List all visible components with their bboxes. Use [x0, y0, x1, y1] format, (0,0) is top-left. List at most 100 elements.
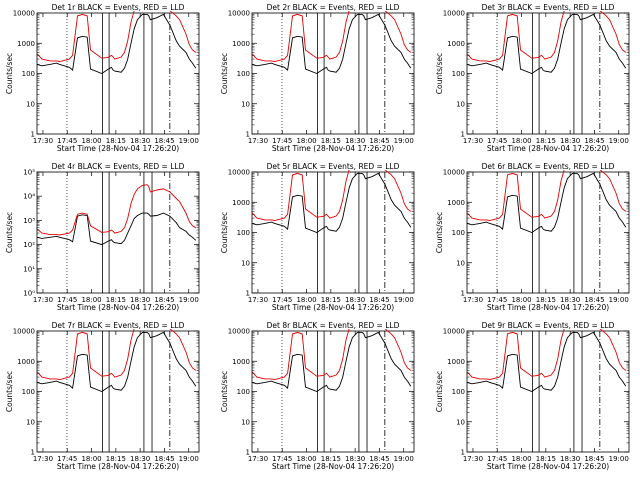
panel-det-9: 17:30 17:45 18:00 18:15 18:30 18:45 19:00 1 10 10…: [435, 321, 630, 471]
series-lld: [467, 11, 627, 62]
plot-frame: [466, 12, 630, 135]
x-tick-label: 17:45: [487, 296, 507, 304]
y-tick-label: 100: [452, 70, 465, 78]
x-tick-label: 19:00: [609, 296, 629, 304]
x-tick-label: 19:00: [394, 455, 414, 463]
x-tick-label: 18:45: [369, 296, 389, 304]
y-tick-label: 10000: [13, 328, 35, 336]
y-tick-label: 1: [31, 131, 35, 139]
series-lld: [467, 329, 627, 380]
series-lld: [252, 11, 412, 62]
x-tick-label: 18:15: [106, 137, 126, 145]
y-tick-label: 1000: [17, 358, 35, 366]
panel-title: Det 5r BLACK = Events, RED = LLD: [267, 162, 400, 171]
x-tick-label: 19:00: [179, 455, 199, 463]
x-tick-label: 18:30: [345, 296, 365, 304]
y-tick-label: 100: [237, 229, 250, 237]
x-tick-label: 18:30: [560, 137, 580, 145]
y-axis-label: Counts/sec: [5, 371, 14, 412]
x-tick-label: 18:15: [536, 455, 556, 463]
panel-det-3: 17:30 17:45 18:00 18:15 18:30 18:45 19:00 1 10 10…: [435, 3, 630, 153]
x-tick-label: 18:15: [321, 296, 341, 304]
x-tick-label: 18:15: [321, 137, 341, 145]
x-axis-label: Start Time (28-Nov-04 17:26:20): [487, 462, 609, 471]
y-tick-label: 100: [237, 70, 250, 78]
series-events: [252, 172, 412, 234]
y-tick-label: 1: [461, 290, 465, 298]
x-tick-label: 18:00: [511, 455, 531, 463]
series-events: [467, 13, 627, 75]
y-tick-label: 10²: [23, 241, 35, 249]
x-tick-label: 18:45: [369, 455, 389, 463]
y-tick-label: 100: [22, 70, 35, 78]
x-tick-label: 18:30: [345, 137, 365, 145]
x-axis-label: Start Time (28-Nov-04 17:26:20): [57, 303, 179, 312]
y-tick-label: 10³: [23, 217, 35, 225]
panel-det-1: 17:30 17:45 18:00 18:15 18:30 18:45 19:00 1 10 10…: [5, 3, 200, 153]
x-tick-label: 17:30: [463, 455, 483, 463]
plot-frame: [466, 171, 630, 294]
x-tick-label: 19:00: [609, 137, 629, 145]
series-events: [467, 172, 627, 234]
y-tick-label: 10: [456, 100, 465, 108]
plot-frame: [36, 12, 200, 135]
y-tick-label: 100: [452, 388, 465, 396]
y-tick-label: 10: [241, 100, 250, 108]
x-tick-label: 18:45: [584, 296, 604, 304]
series-lld: [37, 184, 197, 236]
y-axis-label: Counts/sec: [435, 212, 444, 253]
y-axis-label: Counts/sec: [5, 53, 14, 94]
y-tick-label: 100: [452, 229, 465, 237]
y-tick-label: 100: [22, 388, 35, 396]
y-tick-label: 1: [31, 449, 35, 457]
series-events: [37, 13, 197, 75]
x-tick-label: 17:45: [57, 455, 77, 463]
x-tick-label: 19:00: [609, 455, 629, 463]
x-tick-label: 19:00: [179, 296, 199, 304]
y-tick-label: 1000: [232, 199, 250, 207]
x-tick-label: 18:00: [81, 455, 101, 463]
y-axis-label: Counts/sec: [220, 371, 229, 412]
y-tick-label: 10¹: [23, 265, 35, 273]
x-axis-label: Start Time (28-Nov-04 17:26:20): [57, 462, 179, 471]
y-tick-label: 100: [237, 388, 250, 396]
x-tick-label: 17:30: [248, 455, 268, 463]
plot-frame: [251, 330, 415, 453]
panel-title: Det 3r BLACK = Events, RED = LLD: [482, 3, 615, 12]
series-events: [37, 331, 197, 393]
y-tick-label: 10: [26, 100, 35, 108]
panel-title: Det 8r BLACK = Events, RED = LLD: [267, 321, 400, 330]
y-tick-label: 1000: [232, 358, 250, 366]
x-tick-label: 17:45: [272, 137, 292, 145]
x-tick-label: 18:00: [296, 296, 316, 304]
plot-frame: [36, 330, 200, 453]
x-tick-label: 18:15: [321, 455, 341, 463]
x-tick-label: 17:30: [463, 137, 483, 145]
x-tick-label: 18:45: [584, 455, 604, 463]
x-axis-label: Start Time (28-Nov-04 17:26:20): [272, 462, 394, 471]
x-tick-label: 17:45: [487, 137, 507, 145]
panel-title: Det 1r BLACK = Events, RED = LLD: [52, 3, 185, 12]
x-tick-label: 18:15: [536, 137, 556, 145]
plot-frame: [251, 12, 415, 135]
y-tick-label: 10⁵: [23, 169, 35, 177]
x-tick-label: 18:45: [154, 137, 174, 145]
y-axis-label: Counts/sec: [220, 53, 229, 94]
panel-det-2: 17:30 17:45 18:00 18:15 18:30 18:45 19:00 1 10 10…: [220, 3, 415, 153]
x-tick-label: 17:30: [33, 455, 53, 463]
x-tick-label: 17:30: [33, 137, 53, 145]
y-tick-label: 10000: [228, 169, 250, 177]
y-tick-label: 10000: [228, 328, 250, 336]
y-tick-label: 10000: [443, 169, 465, 177]
y-axis-label: Counts/sec: [220, 212, 229, 253]
y-tick-label: 1000: [447, 40, 465, 48]
y-tick-label: 10000: [13, 10, 35, 18]
x-tick-label: 18:15: [536, 296, 556, 304]
x-tick-label: 18:00: [296, 137, 316, 145]
panel-title: Det 7r BLACK = Events, RED = LLD: [52, 321, 185, 330]
y-tick-label: 1: [246, 290, 250, 298]
series-events: [252, 331, 412, 393]
x-tick-label: 18:45: [369, 137, 389, 145]
x-tick-label: 18:45: [584, 137, 604, 145]
